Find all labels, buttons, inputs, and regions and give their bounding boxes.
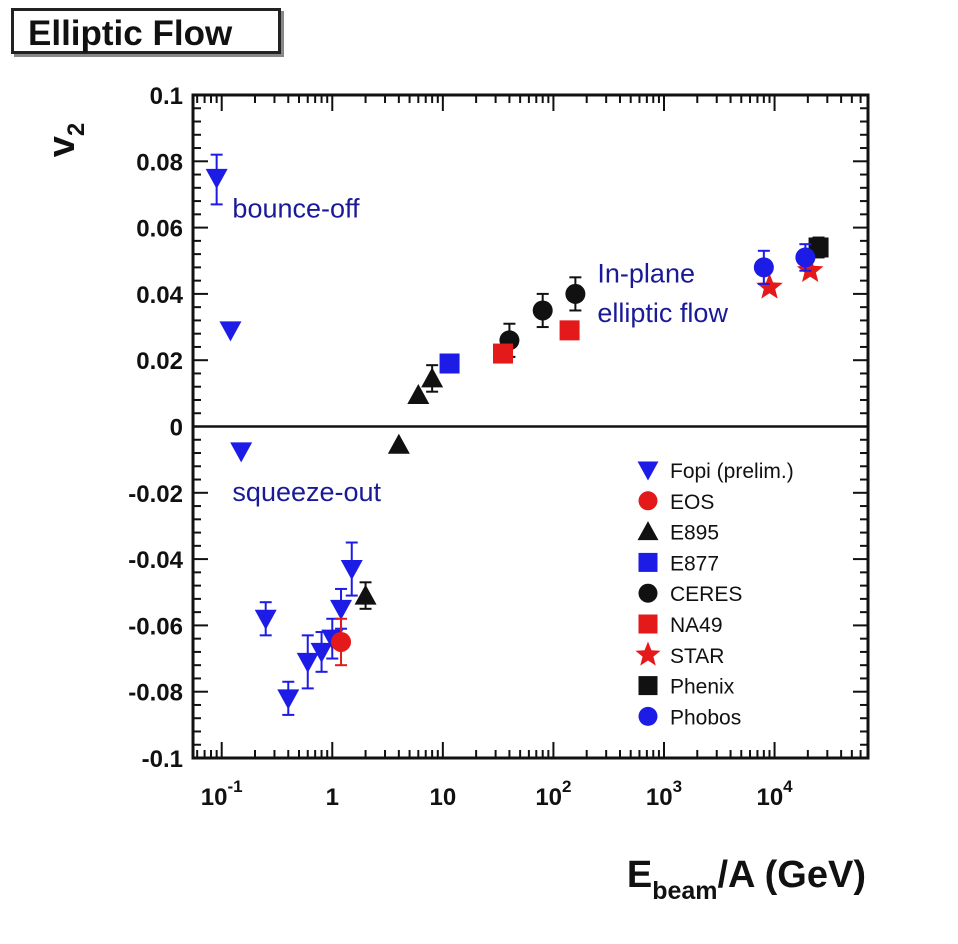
data-layer bbox=[205, 153, 829, 716]
data-point bbox=[340, 560, 363, 581]
legend-marker bbox=[638, 491, 658, 511]
data-point bbox=[331, 631, 352, 652]
y-axis-label: v2 bbox=[41, 123, 90, 158]
annotation-2: In-plane bbox=[597, 258, 695, 288]
y-tick-label: -0.02 bbox=[128, 481, 183, 508]
y-tick-label: 0.06 bbox=[136, 216, 183, 243]
legend-label: STAR bbox=[670, 645, 724, 668]
x-tick-label: 104 bbox=[756, 777, 793, 811]
legend-marker bbox=[637, 521, 659, 541]
legend-marker bbox=[637, 461, 659, 481]
data-point bbox=[753, 257, 774, 278]
legend-marker bbox=[638, 552, 658, 572]
x-tick-label: 103 bbox=[646, 777, 682, 811]
y-tick-label: -0.08 bbox=[128, 680, 183, 707]
data-point bbox=[230, 442, 253, 463]
legend-entry: EOS bbox=[638, 491, 714, 514]
y-tick-label: 0 bbox=[170, 415, 183, 442]
legend-marker bbox=[638, 706, 658, 726]
y-tick-label: -0.06 bbox=[128, 613, 183, 640]
data-point bbox=[559, 320, 580, 341]
legend-label: CERES bbox=[670, 583, 742, 606]
y-tick-label: -0.04 bbox=[128, 547, 183, 574]
legend-entry: Fopi (prelim.) bbox=[637, 460, 794, 483]
x-tick-label: 1 bbox=[326, 784, 339, 811]
legend-entry: E877 bbox=[638, 552, 719, 575]
legend-marker bbox=[638, 614, 658, 634]
legend-label: Fopi (prelim.) bbox=[670, 460, 794, 483]
legend-marker bbox=[638, 676, 658, 696]
x-axis-label: Ebeam/A (GeV) bbox=[627, 854, 866, 905]
legend-label: E877 bbox=[670, 552, 719, 575]
data-point bbox=[310, 642, 333, 663]
legend-label: Phobos bbox=[670, 706, 741, 729]
data-point bbox=[205, 168, 228, 189]
data-point bbox=[439, 353, 460, 374]
series-fopi bbox=[205, 153, 363, 716]
legend-label: Phenix bbox=[670, 676, 735, 699]
y-tick-label: 0.08 bbox=[136, 149, 183, 176]
data-point bbox=[756, 273, 783, 299]
legend-entry: Phobos bbox=[638, 706, 741, 729]
annotation-3: elliptic flow bbox=[597, 298, 728, 328]
y-tick-label: 0.04 bbox=[136, 282, 183, 309]
legend-label: E895 bbox=[670, 522, 719, 545]
data-point bbox=[277, 689, 300, 710]
annotation-layer: bounce-off squeeze-out In-plane elliptic fl… bbox=[232, 194, 728, 507]
legend-entry: CERES bbox=[638, 583, 742, 606]
series-star bbox=[756, 256, 824, 299]
data-point bbox=[421, 367, 444, 388]
data-point bbox=[219, 321, 242, 342]
data-point bbox=[532, 300, 553, 321]
legend-marker bbox=[635, 641, 661, 666]
y-tick-label: -0.1 bbox=[142, 746, 183, 773]
series-eos bbox=[331, 617, 352, 667]
chart-title: Elliptic Flow bbox=[28, 14, 233, 53]
legend-entry: E895 bbox=[637, 521, 719, 545]
data-point bbox=[387, 433, 410, 454]
axis-layer: 0.1 0.08 0.06 0.04 0.02 0 -0.02 -0.04 -0.06 -0.08… bbox=[41, 83, 869, 905]
legend-label: NA49 bbox=[670, 614, 723, 637]
data-point bbox=[565, 283, 586, 304]
chart-title-box: Elliptic Flow bbox=[11, 8, 281, 54]
annotation-1: squeeze-out bbox=[232, 477, 381, 507]
legend-marker bbox=[638, 583, 658, 603]
series-e895 bbox=[354, 364, 444, 610]
series-na49 bbox=[493, 320, 580, 364]
data-point bbox=[254, 609, 277, 630]
y-tick-label: 0.1 bbox=[150, 83, 183, 110]
legend-entry: STAR bbox=[635, 641, 724, 668]
x-tick-label: 10 bbox=[429, 784, 456, 811]
annotation-0: bounce-off bbox=[232, 194, 360, 224]
series-phobos bbox=[753, 243, 816, 285]
x-tick-label: 102 bbox=[535, 777, 571, 811]
legend-label: EOS bbox=[670, 491, 714, 514]
y-tick-label: 0.02 bbox=[136, 348, 183, 375]
data-point bbox=[796, 256, 824, 282]
x-tick-label: 10-1 bbox=[201, 777, 243, 811]
legend-entry: NA49 bbox=[638, 614, 723, 637]
data-point bbox=[296, 652, 319, 673]
series-e877 bbox=[439, 353, 460, 374]
data-point bbox=[354, 584, 377, 605]
legend: Fopi (prelim.) EOS E895 E877 CERES NA49 STAR Ph… bbox=[635, 460, 794, 729]
data-point bbox=[795, 247, 816, 268]
legend-entry: Phenix bbox=[638, 676, 735, 699]
data-point bbox=[330, 599, 353, 620]
data-point bbox=[407, 384, 430, 405]
data-point bbox=[493, 343, 514, 364]
